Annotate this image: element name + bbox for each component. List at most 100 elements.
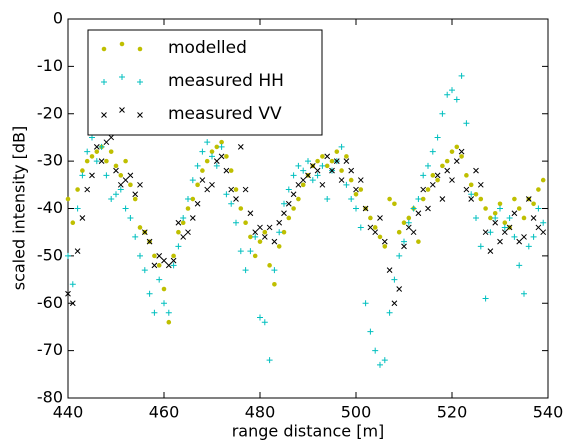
data-point bbox=[175, 243, 182, 250]
data-point bbox=[190, 196, 196, 202]
data-point bbox=[473, 191, 479, 197]
data-point bbox=[521, 215, 527, 221]
data-point bbox=[261, 234, 268, 240]
data-point bbox=[344, 154, 349, 159]
data-point bbox=[189, 215, 196, 221]
data-point bbox=[180, 234, 187, 240]
data-point bbox=[238, 206, 244, 211]
data-point bbox=[449, 177, 455, 183]
data-point bbox=[108, 134, 115, 141]
data-point bbox=[401, 243, 407, 250]
data-point bbox=[74, 205, 81, 212]
data-point bbox=[194, 162, 201, 169]
data-point bbox=[382, 244, 388, 249]
data-point bbox=[367, 328, 374, 335]
legend-marker bbox=[119, 74, 125, 80]
data-point bbox=[309, 163, 316, 169]
x-tick-label: 440 bbox=[53, 403, 84, 422]
data-point bbox=[377, 234, 383, 240]
data-point bbox=[137, 252, 143, 259]
y-tick-label: -50 bbox=[37, 245, 63, 264]
data-point bbox=[94, 149, 100, 154]
data-point bbox=[98, 143, 105, 150]
data-point bbox=[536, 187, 541, 192]
data-point bbox=[516, 262, 523, 269]
data-point bbox=[132, 233, 139, 240]
data-point bbox=[108, 149, 114, 154]
data-point bbox=[333, 158, 340, 164]
data-point bbox=[464, 173, 469, 178]
data-point bbox=[320, 154, 325, 159]
data-point bbox=[166, 319, 172, 325]
legend-marker bbox=[101, 112, 107, 118]
data-point bbox=[69, 281, 76, 288]
data-point bbox=[381, 357, 388, 364]
data-point bbox=[84, 186, 91, 193]
data-point bbox=[79, 172, 86, 179]
data-point bbox=[233, 187, 239, 192]
data-point bbox=[127, 172, 134, 179]
data-point bbox=[199, 177, 206, 183]
data-point bbox=[492, 214, 499, 221]
data-point bbox=[454, 144, 460, 150]
data-point bbox=[319, 181, 326, 188]
data-point bbox=[368, 215, 373, 221]
data-point bbox=[502, 220, 508, 226]
data-point bbox=[161, 257, 167, 264]
data-point bbox=[468, 191, 475, 198]
data-point bbox=[266, 357, 273, 364]
legend-marker bbox=[119, 107, 125, 113]
data-point bbox=[93, 144, 100, 150]
data-point bbox=[453, 158, 460, 164]
data-point bbox=[530, 233, 537, 240]
data-point bbox=[252, 253, 258, 259]
x-tick-label: 540 bbox=[533, 403, 564, 422]
data-point bbox=[444, 167, 451, 174]
data-point bbox=[176, 229, 181, 235]
data-point bbox=[511, 233, 518, 240]
data-point bbox=[295, 181, 302, 188]
data-point bbox=[516, 238, 523, 245]
x-tick-label: 480 bbox=[245, 403, 276, 422]
data-point bbox=[146, 290, 153, 297]
y-tick-label: -10 bbox=[37, 56, 63, 75]
data-point bbox=[497, 238, 503, 245]
data-point bbox=[93, 158, 100, 165]
data-point bbox=[122, 177, 129, 183]
data-point bbox=[98, 158, 105, 164]
data-point bbox=[171, 253, 176, 259]
data-point bbox=[449, 87, 455, 94]
data-point bbox=[65, 290, 71, 297]
data-point bbox=[165, 309, 172, 316]
y-axis-label: scaled intensity [dB] bbox=[10, 126, 29, 291]
x-tick-label: 500 bbox=[341, 403, 372, 422]
data-point bbox=[348, 167, 355, 174]
data-point bbox=[516, 206, 522, 211]
data-point bbox=[70, 220, 76, 226]
data-point bbox=[79, 215, 86, 221]
y-tick-label: 0 bbox=[53, 9, 63, 28]
data-point bbox=[535, 205, 542, 212]
y-tick-label: -40 bbox=[37, 198, 63, 217]
data-point bbox=[156, 263, 162, 268]
data-point bbox=[146, 238, 153, 245]
data-point bbox=[329, 158, 335, 164]
data-point bbox=[74, 248, 81, 254]
data-point bbox=[501, 229, 508, 236]
data-point bbox=[127, 214, 134, 221]
data-point bbox=[261, 319, 268, 326]
data-point bbox=[540, 177, 546, 183]
data-point bbox=[540, 219, 547, 226]
data-point bbox=[338, 177, 345, 183]
data-point bbox=[271, 267, 278, 274]
data-point bbox=[473, 214, 479, 221]
data-point bbox=[324, 196, 331, 203]
legend-box bbox=[87, 29, 323, 136]
data-point bbox=[329, 167, 335, 174]
data-point bbox=[372, 229, 379, 236]
data-point bbox=[84, 158, 90, 164]
data-point bbox=[387, 196, 392, 202]
legend-marker bbox=[119, 41, 125, 47]
legend-marker bbox=[137, 79, 143, 85]
